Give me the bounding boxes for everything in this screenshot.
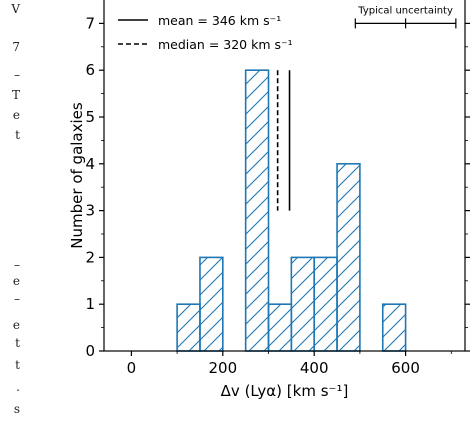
histogram-bar (336, 163, 361, 352)
y-tick-label: 0 (85, 342, 95, 360)
margin-fragment: V (11, 2, 20, 16)
margin-fragment: e (12, 274, 20, 288)
margin-fragment: e (12, 318, 20, 332)
uncertainty-label: Typical uncertainty (357, 5, 453, 16)
margin-fragment: t (15, 128, 20, 142)
histogram-bar (176, 303, 201, 352)
margin-fragment: t (15, 336, 20, 350)
y-tick-label: 1 (85, 295, 95, 313)
uncertainty-bar: Typical uncertainty (354, 5, 457, 29)
y-tick-label: 2 (85, 248, 95, 266)
margin-fragment: T (11, 88, 20, 102)
margin-fragment: e (12, 108, 20, 122)
margin-fragment: – (14, 258, 20, 272)
histogram-bars (176, 69, 407, 352)
margin-fragment: – (14, 292, 20, 306)
margin-fragment: . (16, 380, 20, 394)
histogram-bar (381, 303, 407, 352)
x-axis-label: Δv (Lyα) [km s⁻¹] (221, 382, 349, 400)
margin-fragment: 7 (12, 40, 20, 54)
margin-fragment: t (15, 358, 20, 372)
histogram-bar (267, 303, 293, 352)
y-tick-label: 5 (85, 108, 95, 126)
histogram-bar (313, 256, 338, 352)
x-tick-label: 200 (208, 359, 237, 377)
x-axis-ticks: 0 200 400 600 (127, 351, 452, 377)
y-axis-ticks: 0 1 2 3 4 5 6 7 (85, 14, 470, 360)
x-tick-label: 600 (391, 359, 420, 377)
stat-lines (276, 70, 291, 211)
histogram-bar (244, 69, 270, 352)
y-axis-label: Number of galaxies (68, 102, 86, 249)
y-tick-label: 6 (85, 61, 95, 79)
legend-median-label: median = 320 km s⁻¹ (158, 37, 293, 52)
histogram-bar (290, 256, 316, 352)
legend-mean-label: mean = 346 km s⁻¹ (158, 13, 281, 28)
margin-fragment: s (13, 402, 20, 416)
histogram-bar (199, 256, 224, 352)
y-tick-label: 3 (85, 202, 95, 220)
legend: mean = 346 km s⁻¹ median = 320 km s⁻¹ (118, 13, 293, 52)
margin-fragment: – (14, 68, 20, 82)
plot-frame (103, 0, 466, 352)
x-tick-label: 0 (127, 359, 137, 377)
y-tick-label: 7 (85, 14, 95, 32)
x-tick-label: 400 (300, 359, 329, 377)
y-tick-label: 4 (85, 155, 95, 173)
